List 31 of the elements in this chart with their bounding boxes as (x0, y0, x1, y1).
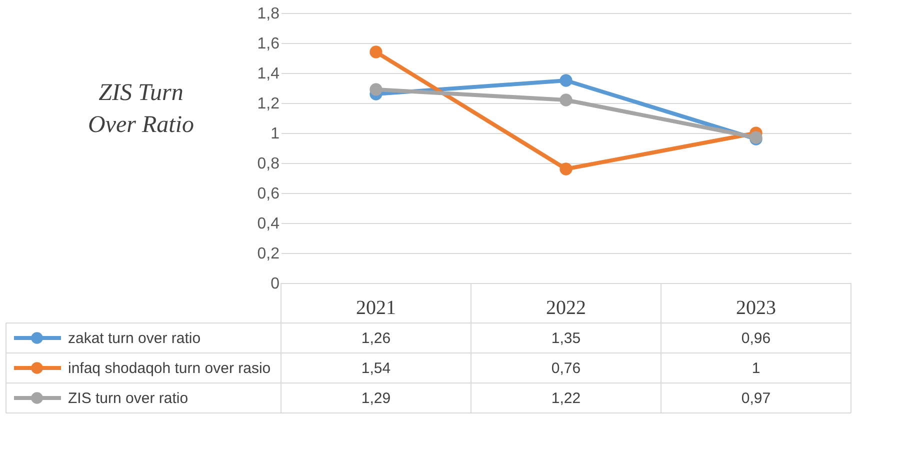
data-label: 1,22 (551, 390, 581, 407)
x-tick-label: 2022 (546, 297, 586, 319)
y-tick-label: 0,8 (257, 156, 280, 172)
y-tick-label: 0,6 (257, 186, 280, 202)
data-label: 0,97 (741, 390, 771, 407)
point (560, 162, 572, 176)
legend-label: zakat turn over ratio (68, 330, 201, 347)
data-label: 1,54 (361, 360, 391, 377)
x-tick-label: 2021 (356, 297, 396, 319)
y-tick-label: 1,2 (257, 96, 280, 112)
point (560, 74, 572, 87)
data-label: 1 (752, 360, 760, 377)
x-tick-label: 2023 (736, 297, 776, 319)
point (370, 46, 382, 58)
y-tick-label: 0,2 (257, 246, 280, 262)
y-tick-label: 1,4 (257, 66, 280, 82)
text: ZIS Turn Over Ratio (88, 80, 194, 138)
y-tick-label: 1 (270, 126, 280, 142)
data-label: 1,29 (361, 390, 391, 407)
legend-label: ZIS turn over ratio (68, 390, 188, 407)
data-label: 0,76 (551, 360, 581, 377)
data-label: 1,35 (551, 330, 581, 347)
data-label: 1,26 (361, 330, 391, 347)
y-tick-label: 0,4 (257, 216, 280, 232)
legend-label: infaq shodaqoh turn over rasio (68, 360, 271, 377)
data-label: 0,96 (741, 330, 771, 347)
y-tick-label: 1,8 (257, 6, 280, 22)
y-tick-label: 1,6 (257, 36, 280, 52)
point (370, 83, 382, 96)
point (560, 94, 572, 106)
y-tick-label: 0 (270, 276, 280, 292)
